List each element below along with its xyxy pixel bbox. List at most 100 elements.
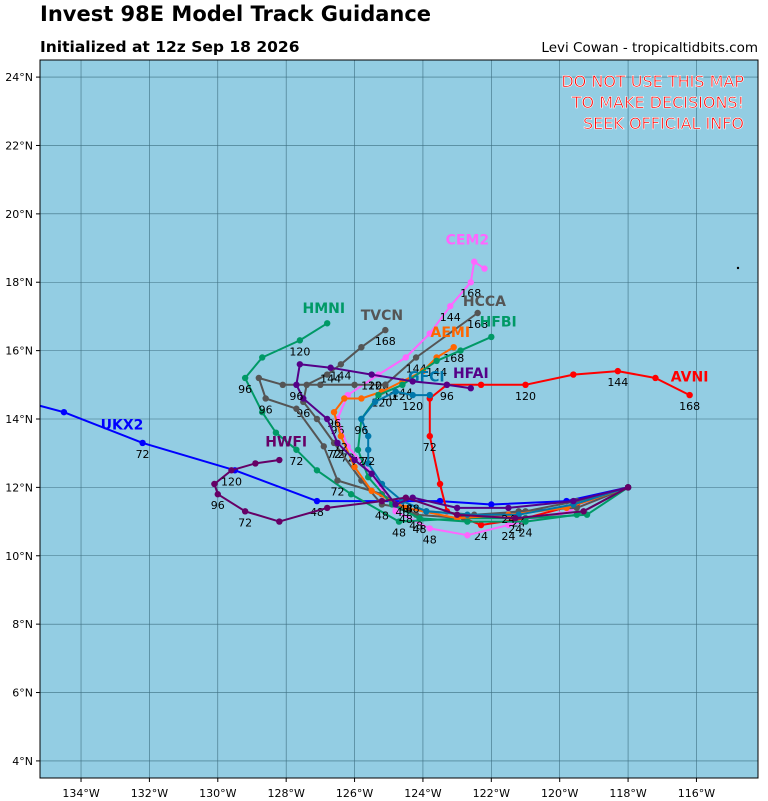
track-point	[652, 374, 659, 382]
track-point	[447, 302, 454, 310]
lat-tick-label: 4°N	[12, 755, 33, 768]
track-point	[365, 446, 372, 453]
track-point	[358, 344, 365, 351]
track-point	[300, 395, 307, 402]
track-point	[60, 408, 68, 416]
track-point	[453, 511, 461, 518]
lon-tick-label: 126°W	[336, 787, 373, 800]
track-point	[488, 501, 495, 508]
lat-tick-label: 24°N	[5, 71, 33, 84]
forecast-hour-label: 72	[238, 516, 252, 529]
lat-tick-label: 20°N	[5, 208, 33, 221]
track-point	[214, 491, 221, 498]
lat-tick-label: 12°N	[5, 481, 33, 494]
track-point	[570, 371, 577, 378]
forecast-hour-label: 72	[136, 448, 150, 461]
lat-tick-label: 14°N	[5, 413, 33, 426]
track-point	[614, 367, 622, 375]
model-name-label: AEMI	[431, 325, 471, 341]
credit-label: Levi Cowan - tropicaltidbits.com	[541, 40, 758, 56]
track-point	[392, 508, 399, 515]
track-point	[412, 354, 420, 361]
track-point	[423, 508, 430, 515]
track-point	[259, 408, 266, 416]
model-name-label: HWFI	[265, 434, 307, 450]
forecast-hour-label: 48	[399, 503, 413, 516]
track-point	[409, 391, 416, 399]
island-dot	[736, 266, 740, 270]
model-name-label: HFAI	[453, 366, 489, 382]
forecast-hour-label: 48	[395, 506, 409, 519]
track-point	[347, 491, 355, 498]
track-point	[382, 381, 389, 389]
warning-text: DO NOT USE THIS MAP TO MAKE DECISIONS! SEE…	[561, 72, 745, 134]
track-point	[426, 391, 433, 399]
forecast-hour-label: 144	[426, 366, 447, 379]
forecast-hour-label: 96	[259, 403, 273, 416]
track-point	[426, 330, 433, 337]
track-point	[139, 439, 146, 447]
track-point	[351, 463, 358, 471]
forecast-hour-label: 48	[406, 503, 420, 516]
track-point	[228, 467, 235, 474]
track-point	[477, 521, 485, 529]
lat-tick-label: 22°N	[5, 139, 33, 152]
forecast-hour-label: 72	[327, 448, 341, 461]
lat-tick-label: 18°N	[5, 276, 33, 289]
track-point	[313, 497, 321, 505]
forecast-hour-label: 24	[501, 513, 515, 526]
lon-tick-label: 124°W	[404, 787, 441, 800]
lat-tick-label: 6°N	[12, 687, 33, 700]
track-point	[337, 361, 345, 368]
forecast-hour-label: 24	[519, 527, 533, 540]
track-hwfi: 24 48 72 96 120 HWFI	[211, 434, 632, 536]
track-point	[259, 354, 266, 361]
forecast-hour-label: 120	[289, 345, 310, 358]
model-name-label: AVNI	[671, 369, 709, 385]
forecast-hour-label: 96	[289, 390, 303, 403]
forecast-hour-label: 144	[330, 369, 351, 382]
track-point	[327, 364, 334, 371]
track-point	[375, 391, 382, 399]
track-point	[293, 446, 300, 453]
track-point	[354, 446, 362, 453]
forecast-hour-label: 72	[330, 448, 344, 461]
forecast-hour-label: 96	[296, 407, 310, 420]
track-point	[313, 415, 321, 423]
warning-line: SEEK OFFICIAL INFO	[583, 114, 744, 133]
track-point	[399, 381, 406, 389]
forecast-hour-label: 48	[375, 509, 389, 522]
track-point	[341, 395, 348, 402]
track-line	[295, 363, 629, 509]
lat-tick-label: 8°N	[12, 618, 33, 631]
track-point	[416, 514, 423, 522]
track-point	[392, 501, 399, 508]
lon-tick-label: 120°W	[541, 787, 578, 800]
track-point	[255, 374, 263, 382]
forecast-hour-label: 24	[508, 523, 522, 536]
track-point	[464, 518, 471, 525]
track-point	[450, 344, 457, 351]
track-point	[580, 508, 587, 515]
track-point	[334, 477, 341, 484]
forecast-hour-label: 48	[392, 527, 406, 540]
track-point	[365, 460, 372, 467]
map-grid	[40, 60, 758, 778]
forecast-hour-label: 120	[221, 475, 242, 488]
forecast-hour-label: 120	[402, 400, 423, 413]
forecast-hour-label: 72	[289, 455, 303, 468]
forecast-hour-label: 120	[361, 380, 382, 393]
track-line	[357, 335, 629, 523]
track-point	[686, 391, 693, 399]
track-line	[40, 404, 629, 506]
track-layer: 48 72 UKX2 24 72 96 120 144 168 AVNI 24 48 72 96 120 14…	[40, 233, 709, 546]
axis-ticks: 134°W 132°W 130°W 128°W 126°W 124°W 122°W 120°W…	[5, 71, 715, 800]
track-point	[351, 456, 358, 464]
track-point	[464, 532, 471, 539]
track-point	[392, 388, 399, 395]
track-line	[213, 459, 629, 523]
track-point	[433, 357, 440, 365]
track-point	[443, 381, 451, 389]
forecast-hour-label: 96	[211, 499, 225, 512]
